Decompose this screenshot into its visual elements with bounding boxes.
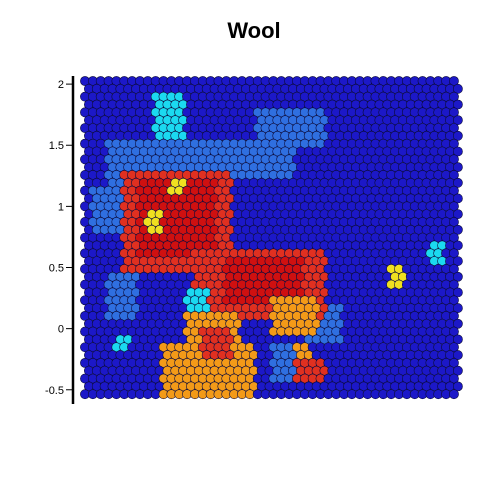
hex-cell	[452, 99, 463, 110]
y-tick-label: 1	[58, 201, 64, 213]
hex-cell	[449, 357, 459, 368]
hex-cell	[452, 130, 463, 141]
hex-cell	[449, 248, 459, 259]
hex-cells	[80, 76, 463, 400]
hex-cell	[452, 365, 463, 376]
hex-cell	[449, 201, 459, 212]
hex-cell	[449, 310, 459, 321]
y-tick-label: 2	[58, 79, 64, 91]
hex-cell	[449, 76, 459, 86]
hex-cell	[449, 264, 459, 274]
hex-cell	[452, 209, 463, 220]
hex-cell	[452, 318, 463, 329]
hex-cell	[452, 334, 463, 345]
hex-cell	[452, 224, 463, 235]
hex-cell	[449, 123, 459, 133]
hex-cell	[452, 83, 463, 94]
hex-cell	[449, 373, 459, 384]
hex-cell	[452, 162, 463, 173]
hex-cell	[452, 146, 463, 157]
hex-cell	[449, 185, 459, 196]
chart-title: Wool	[227, 18, 280, 43]
hex-cell	[449, 295, 459, 306]
hex-cell	[449, 138, 459, 149]
y-tick-label: 0	[58, 324, 64, 336]
hex-cell	[449, 217, 459, 227]
hex-cell	[449, 389, 459, 400]
hex-cell	[452, 177, 463, 188]
hex-cell	[452, 240, 463, 251]
hex-cell	[449, 279, 459, 290]
hex-cell	[449, 342, 459, 353]
hex-cell	[449, 154, 459, 165]
hex-cell	[452, 287, 463, 298]
y-tick-label: 1.5	[49, 140, 64, 152]
y-tick-label: -0.5	[45, 385, 64, 397]
hex-cell	[449, 232, 459, 243]
hex-cell	[449, 107, 459, 118]
hex-cell	[452, 193, 463, 204]
hex-cell	[452, 271, 463, 282]
hex-cell	[452, 115, 463, 126]
hex-cell	[449, 326, 459, 337]
y-tick-label: 0.5	[49, 263, 64, 275]
hex-cell	[449, 91, 459, 102]
y-axis-ticks: 2 1.5 1 0.5 0 -0.5	[45, 79, 72, 397]
hex-cell	[449, 170, 459, 180]
hex-cell	[452, 303, 463, 313]
hex-cell	[452, 350, 463, 360]
hex-cell	[452, 381, 463, 392]
hex-cell	[452, 256, 463, 266]
